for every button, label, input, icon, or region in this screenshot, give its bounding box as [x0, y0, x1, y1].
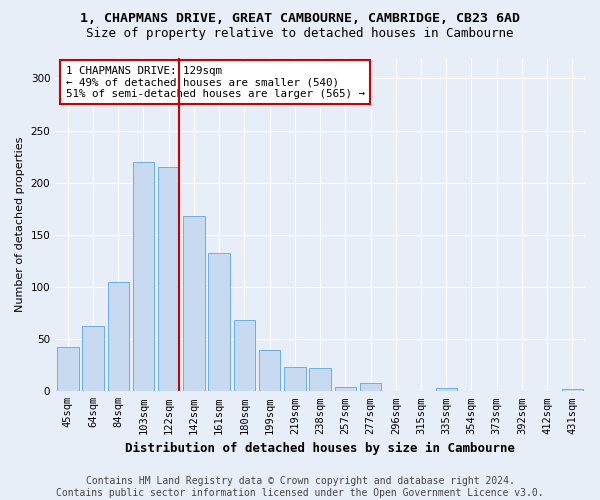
Bar — [57, 348, 79, 391]
Bar — [208, 252, 230, 391]
X-axis label: Distribution of detached houses by size in Cambourne: Distribution of detached houses by size … — [125, 442, 515, 455]
Bar — [310, 368, 331, 391]
Bar — [360, 383, 381, 391]
Y-axis label: Number of detached properties: Number of detached properties — [15, 136, 25, 312]
Bar — [133, 162, 154, 391]
Bar — [562, 389, 583, 391]
Bar — [233, 320, 255, 391]
Bar — [158, 167, 179, 391]
Bar — [107, 282, 129, 391]
Text: Size of property relative to detached houses in Cambourne: Size of property relative to detached ho… — [86, 28, 514, 40]
Bar — [82, 326, 104, 391]
Text: Contains HM Land Registry data © Crown copyright and database right 2024.
Contai: Contains HM Land Registry data © Crown c… — [56, 476, 544, 498]
Bar — [436, 388, 457, 391]
Bar — [183, 216, 205, 391]
Text: 1, CHAPMANS DRIVE, GREAT CAMBOURNE, CAMBRIDGE, CB23 6AD: 1, CHAPMANS DRIVE, GREAT CAMBOURNE, CAMB… — [80, 12, 520, 26]
Bar — [335, 387, 356, 391]
Text: 1 CHAPMANS DRIVE: 129sqm
← 49% of detached houses are smaller (540)
51% of semi-: 1 CHAPMANS DRIVE: 129sqm ← 49% of detach… — [66, 66, 365, 99]
Bar — [284, 367, 305, 391]
Bar — [259, 350, 280, 391]
